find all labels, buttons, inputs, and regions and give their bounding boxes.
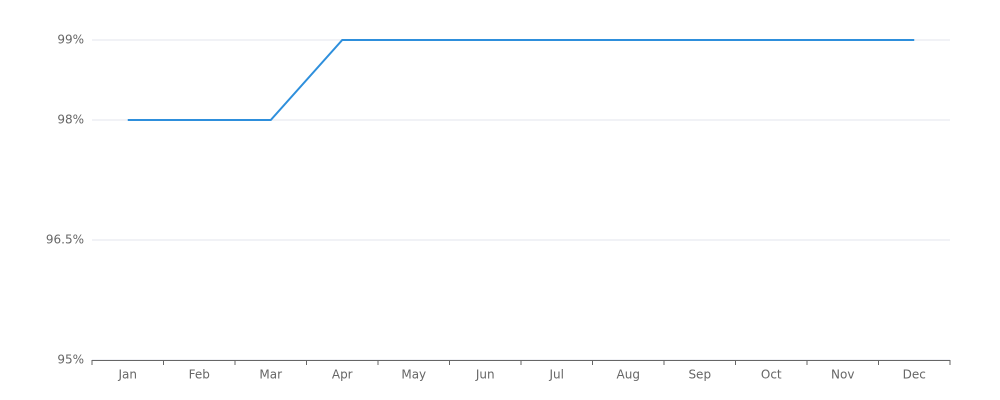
y-tick-label: 95%: [57, 353, 84, 367]
x-tick-label: Nov: [831, 368, 854, 382]
x-tick-label: Jan: [118, 368, 138, 382]
x-tick-label: Jul: [549, 368, 564, 382]
data-line: [127, 39, 915, 121]
x-tick-label: Aug: [617, 368, 640, 382]
y-tick-label: 98%: [57, 113, 84, 127]
x-tick-label: Apr: [332, 368, 353, 382]
y-tick-label: 99%: [57, 33, 84, 47]
x-tick-label: Sep: [688, 368, 711, 382]
x-tick-label: Oct: [761, 368, 782, 382]
x-tick-label: Feb: [189, 368, 210, 382]
y-tick-label: 96.5%: [46, 233, 84, 247]
x-tick-label: Jun: [475, 368, 495, 382]
x-tick-label: May: [401, 368, 426, 382]
x-tick-label: Mar: [259, 368, 282, 382]
x-tick-label: Dec: [903, 368, 926, 382]
